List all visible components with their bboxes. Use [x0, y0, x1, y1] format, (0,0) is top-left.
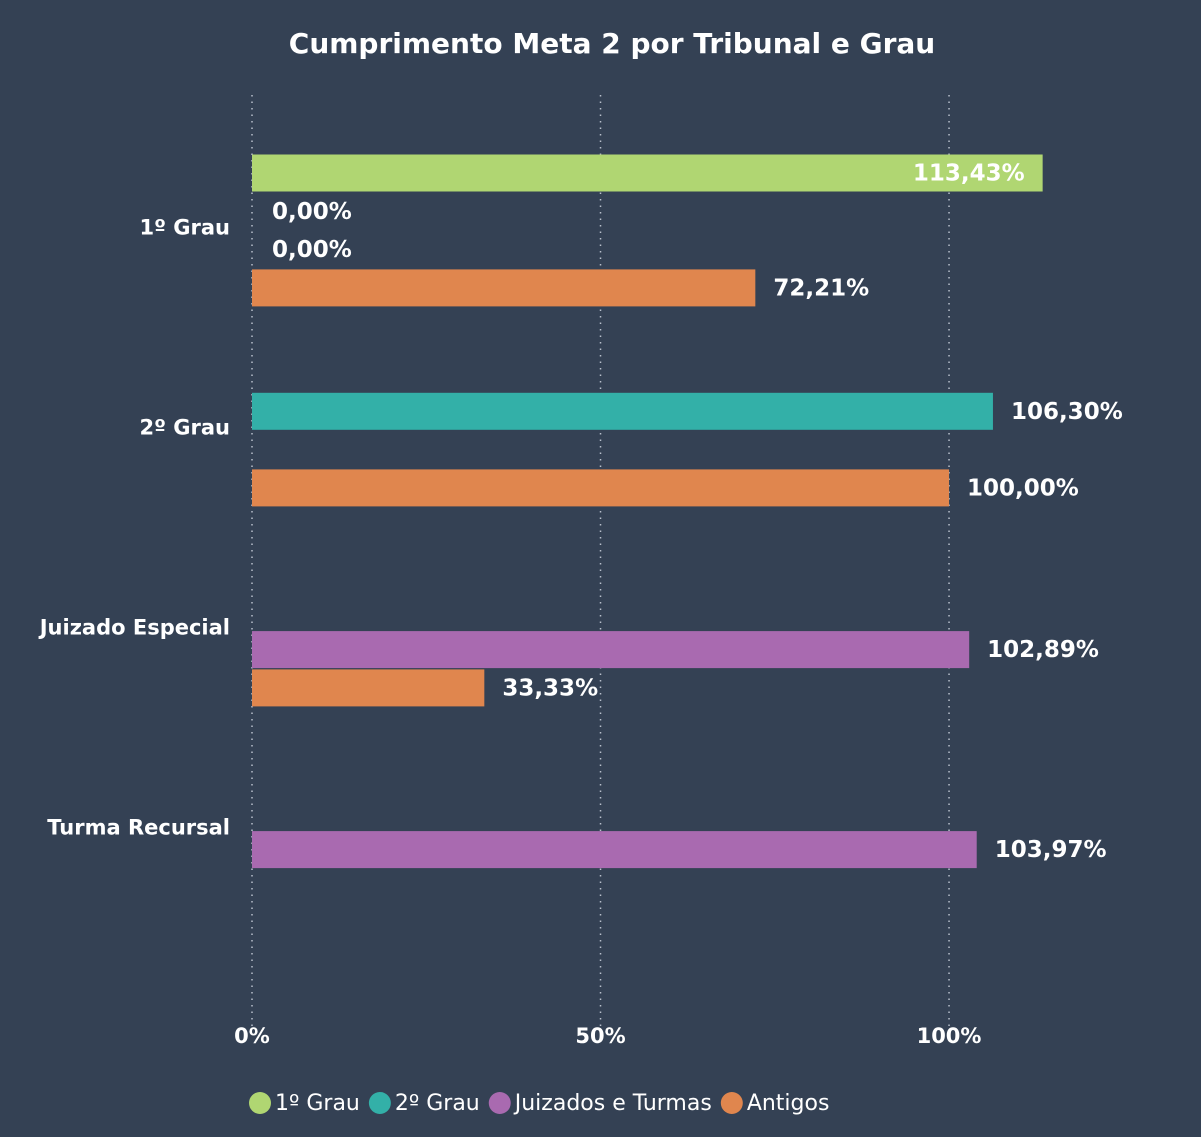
- data-label: 0,00%: [272, 199, 352, 225]
- data-label: 72,21%: [773, 275, 869, 301]
- bar: [252, 269, 756, 307]
- legend-label: Juizados e Turmas: [513, 1091, 712, 1116]
- legend-marker: [368, 1092, 391, 1114]
- data-label: 0,00%: [272, 237, 352, 263]
- legend-marker: [720, 1092, 743, 1114]
- bar: [252, 831, 977, 869]
- bar: [252, 669, 485, 707]
- data-label: 106,30%: [1011, 399, 1123, 425]
- legend-marker: [249, 1092, 271, 1114]
- data-label: 103,97%: [995, 837, 1107, 863]
- chart-title: Cumprimento Meta 2 por Tribunal e Grau: [289, 27, 935, 60]
- x-tick-label: 0%: [234, 1024, 270, 1048]
- legend-label: 1º Grau: [275, 1091, 360, 1116]
- y-tick-label: Turma Recursal: [47, 816, 230, 840]
- bar: [252, 392, 993, 430]
- y-tick-label: 1º Grau: [140, 216, 230, 240]
- y-tick-label: Juizado Especial: [38, 616, 230, 640]
- x-tick-label: 50%: [575, 1024, 625, 1048]
- legend-marker: [488, 1092, 511, 1114]
- data-label: 113,43%: [913, 161, 1025, 187]
- bar: [252, 631, 970, 669]
- legend-label: 2º Grau: [395, 1091, 480, 1116]
- y-tick-label: 2º Grau: [140, 416, 230, 440]
- data-label: 33,33%: [502, 675, 598, 701]
- bar: [252, 154, 1043, 192]
- data-label: 102,89%: [987, 637, 1099, 663]
- data-label: 100,00%: [967, 475, 1079, 501]
- x-tick-label: 100%: [917, 1024, 982, 1048]
- legend-label: Antigos: [747, 1091, 830, 1116]
- bar: [252, 469, 950, 507]
